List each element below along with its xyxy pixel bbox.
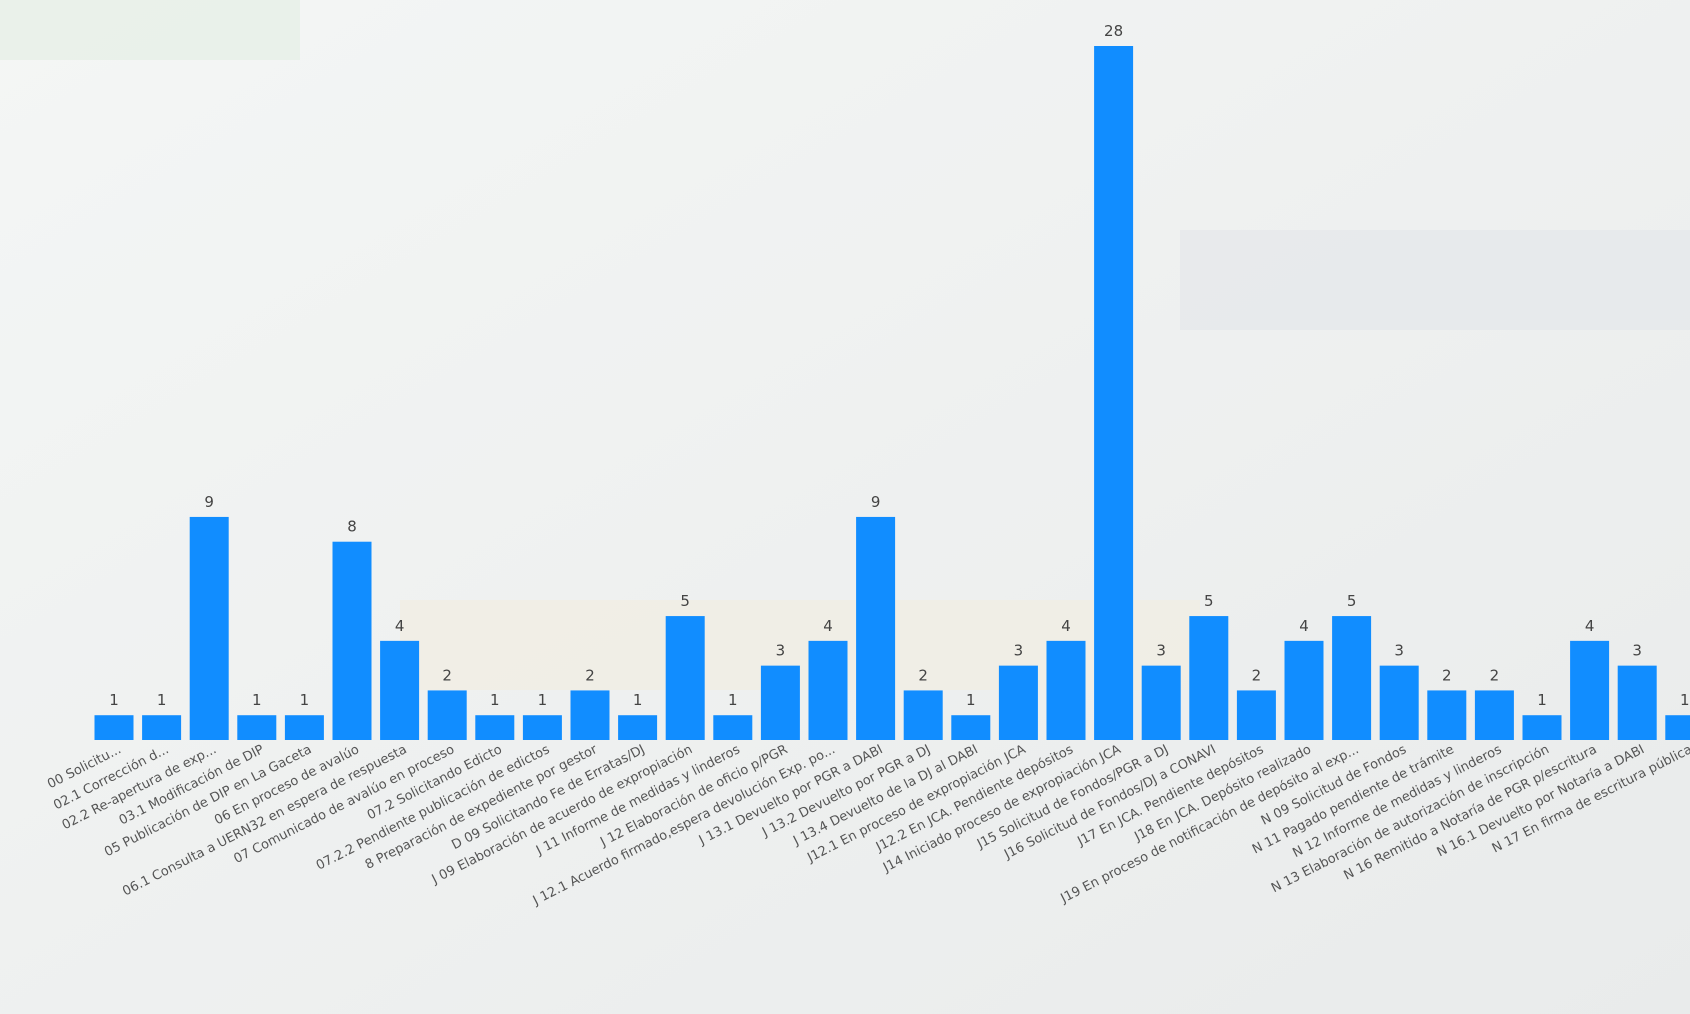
bar [808, 640, 848, 740]
bar [570, 690, 610, 740]
data-label: 4 [395, 617, 405, 635]
bar [380, 640, 420, 740]
data-label: 3 [1014, 642, 1024, 660]
bar [1427, 690, 1467, 740]
data-label: 1 [728, 691, 738, 709]
bar [142, 715, 182, 740]
bar [1522, 715, 1562, 740]
data-label: 9 [871, 493, 881, 511]
bar [1046, 640, 1086, 740]
decoration [1180, 230, 1690, 330]
data-label: 3 [776, 642, 786, 660]
bar [713, 715, 753, 740]
bar [618, 715, 658, 740]
data-label: 1 [109, 691, 119, 709]
data-label: 4 [1585, 617, 1595, 635]
bar [522, 715, 562, 740]
data-label: 5 [680, 592, 690, 610]
bar [998, 665, 1038, 740]
data-label: 2 [442, 666, 452, 684]
bar [1189, 616, 1229, 740]
data-label: 5 [1204, 592, 1214, 610]
bar [1284, 640, 1324, 740]
bar [1094, 46, 1134, 740]
bar [1379, 665, 1419, 740]
data-label: 1 [300, 691, 310, 709]
bar [903, 690, 943, 740]
bar [475, 715, 515, 740]
bar [1570, 640, 1610, 740]
bar [1617, 665, 1657, 740]
bar [1474, 690, 1514, 740]
data-label: 1 [538, 691, 548, 709]
decoration [0, 0, 300, 60]
data-label: 3 [1632, 642, 1642, 660]
data-label: 8 [347, 518, 357, 536]
data-label: 2 [918, 666, 928, 684]
bar [1141, 665, 1181, 740]
data-label: 1 [966, 691, 976, 709]
bar [1236, 690, 1276, 740]
bar [665, 616, 705, 740]
bar [951, 715, 991, 740]
data-label: 1 [490, 691, 500, 709]
bar [1665, 715, 1690, 740]
data-label: 1 [633, 691, 643, 709]
bar [760, 665, 800, 740]
data-label: 4 [1061, 617, 1071, 635]
data-label: 2 [585, 666, 595, 684]
data-label: 9 [204, 493, 214, 511]
data-label: 28 [1104, 22, 1123, 40]
data-label: 1 [1537, 691, 1547, 709]
data-label: 1 [1680, 691, 1690, 709]
bar [856, 516, 896, 740]
data-label: 1 [157, 691, 167, 709]
bar [332, 541, 372, 740]
bar [284, 715, 324, 740]
data-label: 3 [1394, 642, 1404, 660]
data-label: 3 [1156, 642, 1166, 660]
data-label: 5 [1347, 592, 1357, 610]
bar [189, 516, 229, 740]
data-label: 2 [1490, 666, 1500, 684]
bar [237, 715, 277, 740]
data-label: 2 [1442, 666, 1452, 684]
data-label: 4 [1299, 617, 1309, 635]
data-label: 4 [823, 617, 833, 635]
data-label: 2 [1252, 666, 1262, 684]
data-label: 1 [252, 691, 262, 709]
bar [94, 715, 134, 740]
bar [1332, 616, 1372, 740]
bar [427, 690, 467, 740]
